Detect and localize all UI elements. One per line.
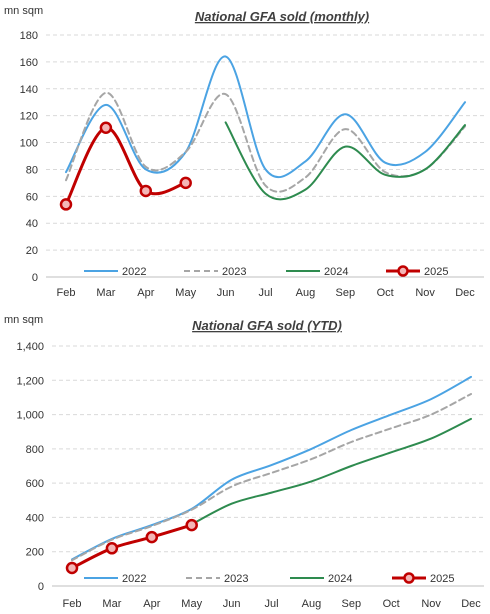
ytd-line-2023: [71, 393, 472, 562]
ytd-y-tick-label: 1,400: [16, 341, 44, 353]
monthly-x-tick-label: Aug: [296, 287, 316, 299]
monthly-legend-label-2025: 2025: [424, 266, 448, 278]
ytd-x-tick-label: Jun: [223, 598, 241, 610]
monthly-point-2025: [59, 198, 73, 211]
monthly-point-2025: [179, 176, 192, 190]
ytd-x-tick-label: Aug: [302, 598, 322, 610]
monthly-unit-label: mn sqm: [4, 5, 43, 17]
monthly-x-tick-label: Apr: [137, 287, 154, 299]
ytd-chart-title: National GFA sold (YTD): [192, 318, 342, 333]
ytd-x-tick-label: Feb: [63, 598, 82, 610]
monthly-y-tick-label: 160: [20, 57, 38, 69]
ytd-point-2025: [145, 530, 159, 544]
ytd-x-tick-label: Mar: [102, 598, 121, 610]
ytd-legend-marker-2025: [403, 572, 415, 584]
monthly-legend-marker-2025: [397, 265, 409, 277]
ytd-x-tick-label: Oct: [383, 598, 400, 610]
monthly-legend-label-2024: 2024: [324, 266, 348, 278]
ytd-line-2024: [190, 417, 472, 526]
monthly-x-tick-label: Jul: [258, 287, 272, 299]
monthly-y-tick-label: 100: [20, 138, 38, 150]
monthly-point-2025: [99, 121, 113, 135]
monthly-chart-svg: mn sqm National GFA sold (monthly) 0 20 40…: [4, 5, 484, 299]
ytd-x-tick-label: Jul: [264, 598, 278, 610]
ytd-y-tick-label: 800: [26, 444, 44, 456]
monthly-y-tick-label: 80: [26, 164, 38, 176]
monthly-x-tick-label: Nov: [415, 287, 435, 299]
ytd-point-2025: [185, 518, 198, 532]
ytd-x-tick-label: Sep: [342, 598, 362, 610]
monthly-x-tick-label: Oct: [377, 287, 394, 299]
monthly-line-2023: [65, 91, 466, 193]
monthly-x-tick-label: Mar: [96, 287, 115, 299]
monthly-x-tick-label: Dec: [455, 287, 475, 299]
ytd-chart-svg: mn sqm National GFA sold (YTD) 0 200 400 60…: [4, 314, 484, 610]
ytd-x-tick-label: Nov: [421, 598, 441, 610]
ytd-point-2025: [65, 561, 79, 575]
ytd-y-tick-label: 0: [38, 581, 44, 593]
ytd-legend-label-2025: 2025: [430, 573, 454, 585]
monthly-legend-label-2022: 2022: [122, 266, 146, 278]
monthly-y-tick-label: 140: [20, 84, 38, 96]
ytd-x-tick-label: May: [181, 598, 202, 610]
ytd-x-tick-label: Apr: [143, 598, 160, 610]
monthly-y-tick-label: 60: [26, 191, 38, 203]
monthly-chart-title: National GFA sold (monthly): [195, 9, 369, 24]
monthly-y-tick-label: 180: [20, 30, 38, 42]
ytd-point-2025: [105, 542, 119, 555]
monthly-line-2022: [65, 55, 466, 178]
monthly-chart: mn sqm National GFA sold (monthly) 0 20 40…: [0, 0, 490, 305]
monthly-y-tick-label: 20: [26, 245, 38, 257]
monthly-line-2025: [64, 126, 188, 206]
ytd-legend-label-2022: 2022: [122, 573, 146, 585]
ytd-unit-label: mn sqm: [4, 314, 43, 326]
monthly-x-tick-label: Feb: [57, 287, 76, 299]
monthly-x-tick-label: May: [175, 287, 196, 299]
ytd-line-2025: [70, 523, 194, 570]
ytd-y-tick-label: 1,000: [16, 410, 44, 422]
monthly-y-tick-label: 40: [26, 218, 38, 230]
ytd-y-tick-label: 600: [26, 478, 44, 490]
ytd-y-tick-label: 400: [26, 512, 44, 524]
monthly-x-tick-label: Jun: [217, 287, 235, 299]
ytd-chart: mn sqm National GFA sold (YTD) 0 200 400 60…: [0, 305, 490, 614]
monthly-x-tick-label: Sep: [336, 287, 356, 299]
monthly-y-tick-label: 120: [20, 111, 38, 123]
monthly-y-tick-label: 0: [32, 272, 38, 284]
ytd-x-tick-label: Dec: [461, 598, 481, 610]
monthly-legend-label-2023: 2023: [222, 266, 246, 278]
ytd-y-tick-label: 1,200: [16, 375, 44, 387]
ytd-legend-label-2023: 2023: [224, 573, 248, 585]
monthly-point-2025: [139, 184, 153, 198]
ytd-legend-label-2024: 2024: [328, 573, 352, 585]
ytd-y-tick-label: 200: [26, 547, 44, 559]
monthly-line-2024: [224, 121, 466, 201]
